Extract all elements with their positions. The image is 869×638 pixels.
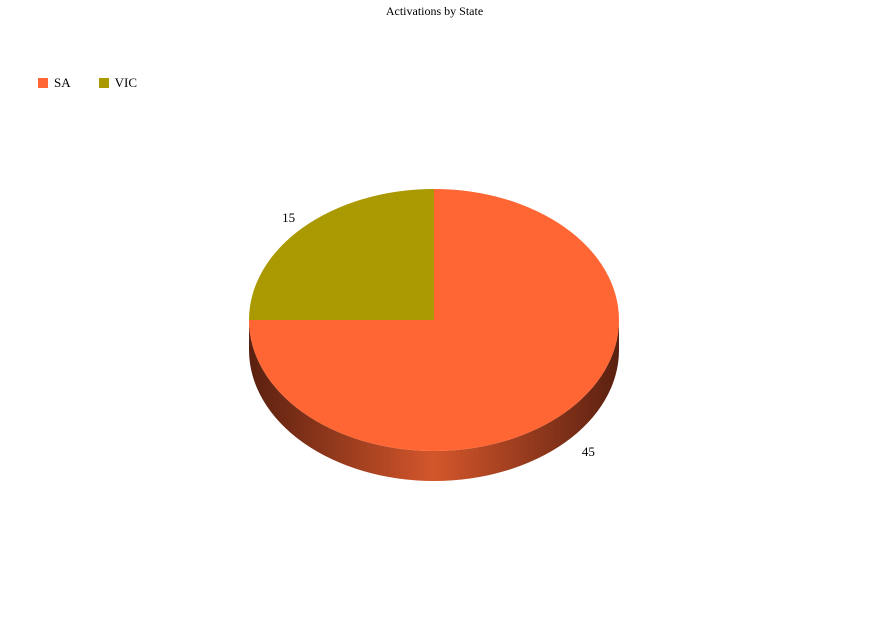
legend-item-sa: SA: [38, 75, 71, 91]
data-label-sa: 45: [582, 444, 595, 459]
data-label-vic: 15: [282, 210, 295, 225]
legend: SA VIC: [38, 75, 137, 91]
legend-label: VIC: [114, 75, 138, 90]
pie-slice-vic: [249, 189, 434, 320]
legend-label: SA: [54, 75, 71, 90]
pie-side-wall: [249, 320, 619, 481]
legend-swatch: [98, 78, 109, 88]
chart-title: Activations by State: [385, 4, 484, 18]
legend-swatch: [38, 78, 48, 88]
legend-item-vic: VIC: [98, 75, 138, 91]
